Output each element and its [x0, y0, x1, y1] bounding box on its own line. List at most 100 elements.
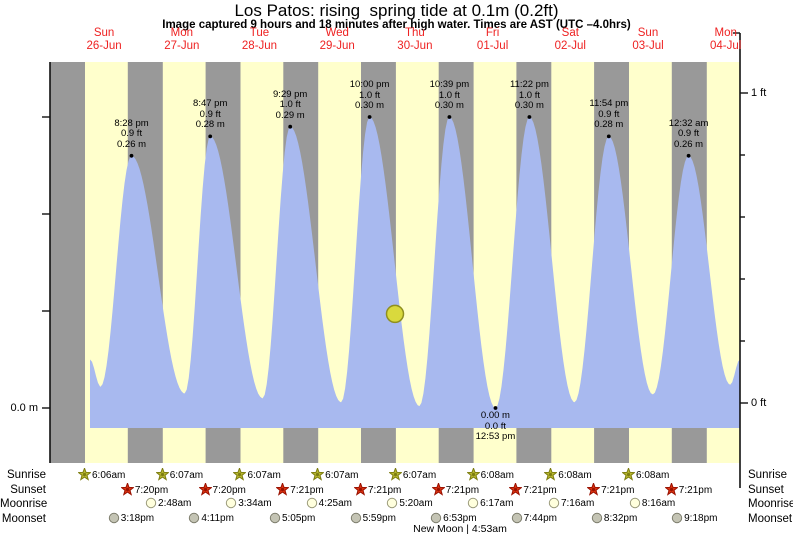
- day-label: Sat 02-Jul: [554, 27, 586, 52]
- high-tide-dot: [129, 153, 134, 158]
- sunrise-star-icon: [387, 466, 403, 481]
- sunset-time: 7:20pm: [134, 484, 169, 496]
- moonset-time: 6:53pm: [443, 512, 477, 524]
- high-tide-dot: [686, 153, 691, 158]
- moonrise-circle-icon: [387, 497, 398, 509]
- sunset-star-icon: [275, 481, 291, 496]
- day-label: Sun 03-Jul: [632, 27, 664, 52]
- high-tide-annotation: 12:32 am 0.9 ft 0.26 m: [668, 117, 709, 150]
- sunset-star-icon: [119, 481, 135, 496]
- moonrise-circle-icon: [225, 497, 237, 509]
- sunset-time: 7:21pm: [367, 484, 402, 496]
- day-label: Sun 26-Jun: [86, 27, 122, 52]
- sunset-time: 7:20pm: [212, 484, 246, 496]
- sunset-event: 7:21pm: [275, 481, 324, 498]
- right-axis-one-ft-label: 1 ft: [751, 87, 767, 99]
- moonset-circle-icon: [350, 512, 361, 523]
- moonrise-time: 7:16am: [560, 498, 595, 509]
- sunset-event: 7:21pm: [353, 481, 402, 498]
- moonrise-event: 4:25am: [306, 497, 352, 511]
- sunset-time: 7:21pm: [523, 484, 557, 496]
- moonrise-event: 2:48am: [145, 497, 191, 511]
- sunset-time: 7:21pm: [601, 484, 635, 496]
- moonrise-circle-icon: [467, 497, 479, 509]
- sunrise-row-label-right: Sunrise: [748, 469, 787, 481]
- page-title: Los Patos: rising spring tide at 0.1m (0…: [234, 1, 559, 20]
- moon-phase-footer: New Moon | 4:53am: [413, 523, 507, 535]
- moonrise-row-label-right: Moonrise: [748, 498, 793, 510]
- moonrise-row-label-left: Moonrise: [0, 498, 48, 510]
- left-axis-zero-label: 0.0 m: [10, 402, 38, 414]
- sunset-star-icon: [197, 481, 213, 496]
- sunrise-star-icon: [310, 466, 326, 481]
- moonset-time: 9:18pm: [684, 512, 718, 524]
- moonrise-time: 3:34am: [238, 498, 272, 509]
- sunset-star-icon: [663, 481, 679, 496]
- day-label: Mon 04-Jul: [710, 27, 742, 52]
- sunrise-star-icon: [543, 466, 559, 481]
- high-tide-dot: [606, 134, 611, 139]
- moonset-circle-icon: [189, 512, 200, 523]
- moonset-time: 8:32pm: [603, 512, 638, 524]
- sunrise-event: 6:07am: [387, 466, 437, 483]
- moonset-circle-icon: [591, 512, 603, 523]
- moonset-event: 5:59pm: [350, 512, 396, 526]
- moonset-event: 4:11pm: [188, 512, 234, 526]
- moonset-event: 9:18pm: [671, 512, 717, 526]
- moonset-event: 6:53pm: [430, 512, 477, 526]
- moonrise-circle-icon: [629, 497, 641, 509]
- page-subtitle: Image captured 9 hours and 18 minutes af…: [162, 19, 631, 31]
- high-tide-annotation: 10:00 pm 1.0 ft 0.30 m: [349, 79, 390, 111]
- sunrise-event: 6:06am: [77, 466, 125, 483]
- sunset-star-icon: [353, 481, 368, 496]
- day-label: Mon 27-Jun: [164, 27, 200, 52]
- sunrise-time: 6:07am: [402, 470, 437, 481]
- sunset-event: 7:21pm: [430, 481, 480, 498]
- moonset-circle-icon: [430, 512, 442, 523]
- moonrise-event: 3:34am: [225, 497, 272, 511]
- high-tide-annotation: 11:22 pm 1.0 ft 0.30 m: [509, 79, 549, 111]
- high-tide-annotation: 9:29 pm 1.0 ft 0.29 m: [273, 88, 308, 121]
- sunrise-event: 6:07am: [232, 466, 281, 483]
- sunrise-event: 6:08am: [465, 466, 514, 483]
- high-tide-annotation: 11:54 pm 0.9 ft 0.28 m: [589, 98, 629, 131]
- sunset-time: 7:21pm: [290, 484, 324, 496]
- sunrise-time: 6:08am: [480, 470, 514, 481]
- high-tide-dot: [367, 115, 372, 119]
- moonset-circle-icon: [108, 512, 119, 523]
- moonset-time: 5:59pm: [362, 512, 396, 524]
- sunrise-event: 6:08am: [543, 466, 592, 483]
- sunset-star-icon: [508, 481, 524, 496]
- moonrise-event: 6:17am: [467, 497, 513, 511]
- moonset-time: 4:11pm: [201, 512, 234, 524]
- moonset-circle-icon: [269, 512, 281, 523]
- moonrise-circle-icon: [145, 497, 157, 509]
- moonset-circle-icon: [671, 512, 683, 523]
- sunset-star-icon: [586, 481, 601, 496]
- sunrise-time: 6:08am: [558, 470, 592, 481]
- sunset-time: 7:21pm: [445, 484, 480, 496]
- high-tide-dot: [208, 134, 213, 139]
- moonrise-time: 2:48am: [158, 498, 192, 509]
- moonset-event: 5:05pm: [269, 512, 315, 526]
- sunset-row-label-left: Sunset: [10, 483, 46, 496]
- moonset-time: 3:18pm: [120, 512, 155, 524]
- moonset-event: 7:44pm: [511, 512, 557, 526]
- high-tide-dot: [447, 115, 452, 119]
- moonrise-circle-icon: [306, 497, 317, 509]
- tide-curve-area: [90, 117, 740, 428]
- sunrise-time: 6:07am: [325, 470, 359, 481]
- sunrise-star-icon: [154, 466, 170, 481]
- moonrise-time: 5:20am: [399, 498, 433, 509]
- day-label: Wed 29-Jun: [319, 27, 355, 52]
- moonset-time: 7:44pm: [523, 512, 557, 524]
- moonrise-event: 7:16am: [548, 497, 594, 511]
- sunrise-time: 6:07am: [247, 470, 281, 481]
- sunset-event: 7:21pm: [586, 481, 635, 498]
- moonset-circle-icon: [511, 512, 522, 523]
- high-tide-annotation: 8:47 pm 0.9 ft 0.28 m: [193, 98, 228, 131]
- sunrise-event: 6:07am: [310, 466, 359, 483]
- moonrise-event: 8:16am: [629, 497, 675, 511]
- sunset-event: 7:21pm: [663, 481, 712, 498]
